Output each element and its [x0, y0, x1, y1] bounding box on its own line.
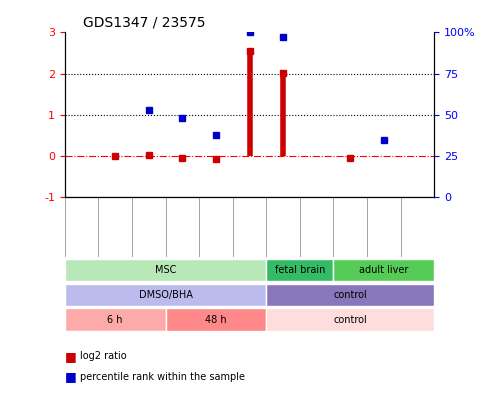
FancyBboxPatch shape	[65, 309, 166, 331]
FancyBboxPatch shape	[266, 309, 434, 331]
Text: control: control	[333, 290, 367, 300]
Text: ■: ■	[65, 350, 77, 363]
Text: 6 h: 6 h	[107, 315, 123, 325]
Text: MSC: MSC	[155, 265, 176, 275]
Text: 48 h: 48 h	[205, 315, 227, 325]
Text: fetal brain: fetal brain	[274, 265, 325, 275]
Text: percentile rank within the sample: percentile rank within the sample	[80, 372, 245, 382]
FancyBboxPatch shape	[65, 259, 266, 281]
FancyBboxPatch shape	[333, 259, 434, 281]
Text: DMSO/BHA: DMSO/BHA	[139, 290, 193, 300]
Text: ■: ■	[65, 370, 77, 383]
Text: control: control	[333, 315, 367, 325]
FancyBboxPatch shape	[166, 309, 266, 331]
Text: log2 ratio: log2 ratio	[80, 352, 126, 361]
Text: adult liver: adult liver	[359, 265, 409, 275]
Text: GDS1347 / 23575: GDS1347 / 23575	[83, 16, 206, 30]
FancyBboxPatch shape	[266, 284, 434, 306]
FancyBboxPatch shape	[266, 259, 333, 281]
FancyBboxPatch shape	[65, 284, 266, 306]
